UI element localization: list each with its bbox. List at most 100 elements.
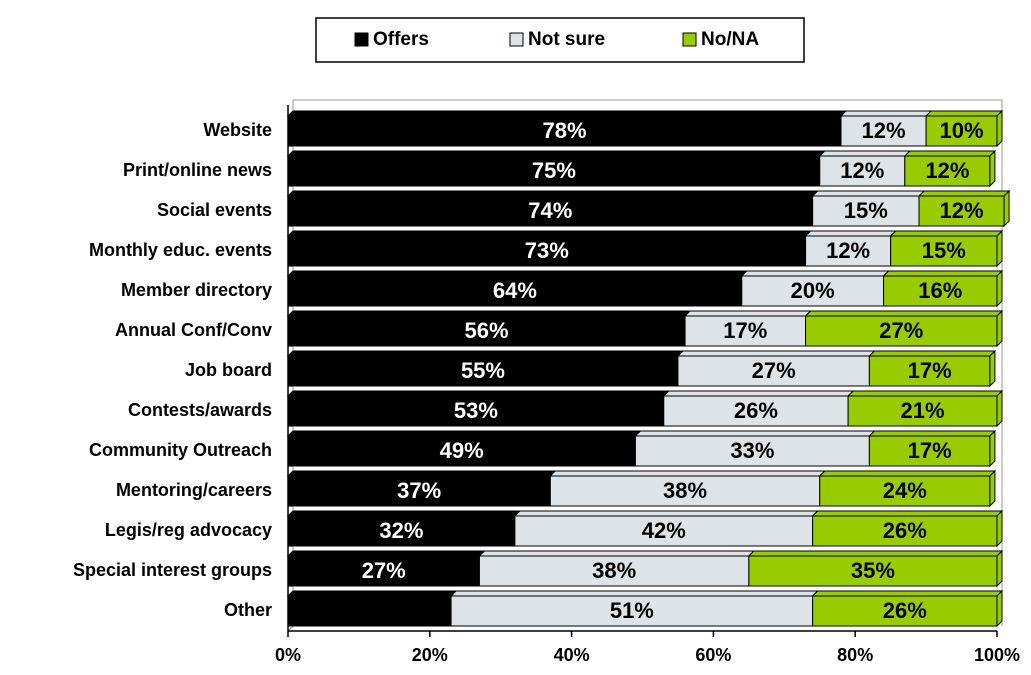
data-label: 38% [592, 558, 636, 583]
bar-top [676, 350, 876, 357]
bar-segment [925, 115, 998, 147]
data-label: 55% [461, 358, 505, 383]
bar-top [449, 590, 819, 597]
data-label: 12% [940, 198, 984, 223]
data-label: 26% [883, 518, 927, 543]
bar-segment [812, 595, 998, 627]
bar-segment [748, 555, 998, 587]
data-label: 17% [723, 318, 767, 343]
data-label: 32% [379, 518, 423, 543]
x-tick-label: 40% [554, 645, 590, 665]
bar-top [846, 390, 1004, 397]
category-label: Print/online news [123, 160, 272, 180]
bar-top [839, 110, 933, 117]
bar-top [868, 430, 997, 437]
data-label: 56% [464, 318, 508, 343]
data-label: 74% [528, 198, 572, 223]
data-label: 10% [940, 118, 984, 143]
category-label: Monthly educ. events [89, 240, 272, 260]
bar-segment [287, 555, 480, 587]
data-label: 26% [734, 398, 778, 423]
bar-side [989, 429, 996, 468]
bar-top [740, 270, 890, 277]
category-label: Mentoring/careers [116, 480, 272, 500]
legend-label: No/NA [701, 29, 759, 50]
bar-segment [663, 395, 849, 427]
bar-top [804, 230, 897, 237]
data-label: 26% [883, 598, 927, 623]
data-label: 51% [610, 598, 654, 623]
category-label: Job board [185, 360, 272, 380]
legend-box [315, 17, 805, 63]
bar-top [818, 470, 997, 477]
x-tick-label: 60% [695, 645, 731, 665]
bar-side [996, 109, 1003, 148]
bar-segment [287, 235, 807, 267]
legend-swatch [682, 32, 697, 47]
bar-top [286, 110, 848, 117]
data-label: 64% [493, 278, 537, 303]
bar-top [513, 510, 819, 517]
bar-top [286, 310, 692, 317]
x-tick-label: 80% [837, 645, 873, 665]
bar-top [286, 390, 670, 397]
bar-top [286, 550, 486, 557]
data-label: 78% [542, 118, 586, 143]
bar-side [989, 469, 996, 508]
category-label: Legis/reg advocacy [105, 520, 272, 540]
bar-top [549, 470, 826, 477]
bar-side [996, 229, 1003, 268]
legend-swatch [354, 32, 369, 47]
bar-segment [904, 155, 991, 187]
data-label: 37% [397, 478, 441, 503]
data-label: 15% [922, 238, 966, 263]
bar-segment [684, 315, 807, 347]
bar-top [286, 230, 812, 237]
bar-top [286, 270, 748, 277]
data-label: 21% [901, 398, 945, 423]
category-label: Community Outreach [89, 440, 272, 460]
legend: Offers Not sure No/NA [354, 29, 759, 50]
bar-side [996, 509, 1003, 548]
bar-top [286, 470, 557, 477]
bar-segment [890, 235, 998, 267]
bar-top [811, 510, 1004, 517]
data-label: 20% [791, 278, 835, 303]
data-label: 49% [440, 438, 484, 463]
bar-top [882, 270, 1004, 277]
data-label: 42% [642, 518, 686, 543]
legend-label: Not sure [528, 29, 605, 50]
bar-top [811, 190, 926, 197]
bar-top [286, 430, 642, 437]
category-label: Social events [157, 200, 272, 220]
bar-segment [287, 155, 821, 187]
bar-top [662, 390, 855, 397]
bar-segment [805, 315, 998, 347]
bar-top [478, 550, 756, 557]
data-label: 12% [925, 158, 969, 183]
data-label: 12% [840, 158, 884, 183]
bar-segment [287, 475, 551, 507]
category-label: Other [224, 600, 272, 620]
bar-side [996, 589, 1003, 628]
data-label: 17% [908, 358, 952, 383]
bar-top [818, 150, 912, 157]
category-label: Website [203, 120, 272, 140]
bar-top [286, 190, 819, 197]
bar-segment [287, 195, 814, 227]
bar-side [1003, 189, 1010, 228]
category-label: Annual Conf/Conv [115, 320, 272, 340]
bar-segment [287, 595, 452, 627]
bar-top [286, 350, 685, 357]
bar-side [989, 349, 996, 388]
bar-segment [819, 155, 906, 187]
bar-top [804, 310, 1004, 317]
data-label: 27% [362, 558, 406, 583]
bar-segment [868, 435, 991, 467]
bar-side [996, 309, 1003, 348]
x-tick-label: 0% [275, 645, 301, 665]
data-label: 16% [918, 278, 962, 303]
category-label: Special interest groups [73, 560, 272, 580]
bar-top [286, 150, 826, 157]
